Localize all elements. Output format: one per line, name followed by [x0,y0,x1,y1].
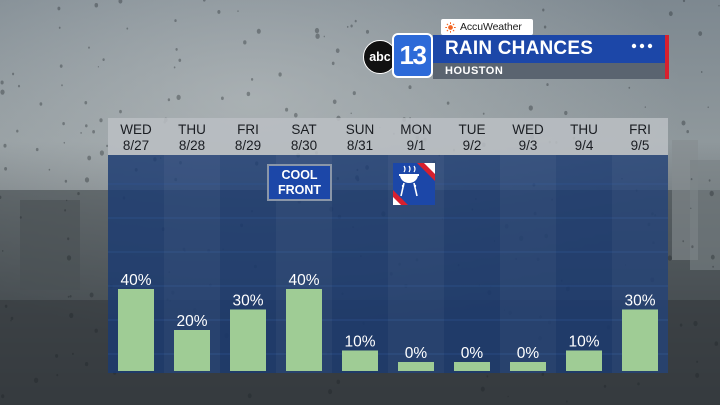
date-label: 9/1 [407,138,426,153]
date-label: 9/5 [631,138,650,153]
bar [622,309,658,371]
bar [286,289,322,371]
day-label: FRI [237,122,259,137]
page-title: RAIN CHANCES [445,38,594,59]
bar [510,362,546,371]
value-label: 10% [568,334,599,351]
value-label: 40% [288,272,319,289]
bar [566,350,602,371]
day-label: WED [120,122,152,137]
accuweather-badge: AccuWeather [441,19,533,35]
value-label: 30% [232,293,263,310]
value-label: 0% [405,345,428,362]
day-label: FRI [629,122,651,137]
date-label: 9/4 [575,138,594,153]
date-label: 8/30 [291,138,317,153]
value-label: 20% [176,313,207,330]
day-label: THU [178,122,206,137]
cool-front-badge: COOL FRONT [267,164,332,201]
day-label: SAT [291,122,316,137]
date-label: 8/29 [235,138,261,153]
cool-front-line1: COOL [281,168,317,182]
location-bar: HOUSTON [433,63,665,79]
bar [342,350,378,371]
value-label: 0% [517,345,540,362]
sun-icon [445,21,456,33]
date-label: 9/3 [519,138,538,153]
date-label: 8/27 [123,138,149,153]
day-header-strip [108,118,668,155]
day-label: WED [512,122,544,137]
value-label: 10% [344,334,375,351]
location-label: HOUSTON [445,65,504,77]
bar [230,309,266,371]
day-label: THU [570,122,598,137]
day-label: TUE [459,122,486,137]
column-shade [500,155,556,373]
bar [118,289,154,371]
value-label: 0% [461,345,484,362]
accuweather-label: AccuWeather [460,21,522,33]
date-label: 9/2 [463,138,482,153]
value-label: 40% [120,272,151,289]
date-label: 8/31 [347,138,373,153]
day-label: MON [400,122,432,137]
date-label: 8/28 [179,138,205,153]
grill-icon [393,163,435,205]
channel-13-logo: 13 [392,33,433,78]
value-label: 30% [624,293,655,310]
dots-icon [631,43,653,49]
title-bar: RAIN CHANCES [433,35,665,63]
abc-logo: abc [363,40,397,74]
cool-front-line2: FRONT [278,183,321,197]
accent-strip [665,35,669,79]
bar [174,330,210,371]
day-label: SUN [346,122,375,137]
bar [398,362,434,371]
bar [454,362,490,371]
